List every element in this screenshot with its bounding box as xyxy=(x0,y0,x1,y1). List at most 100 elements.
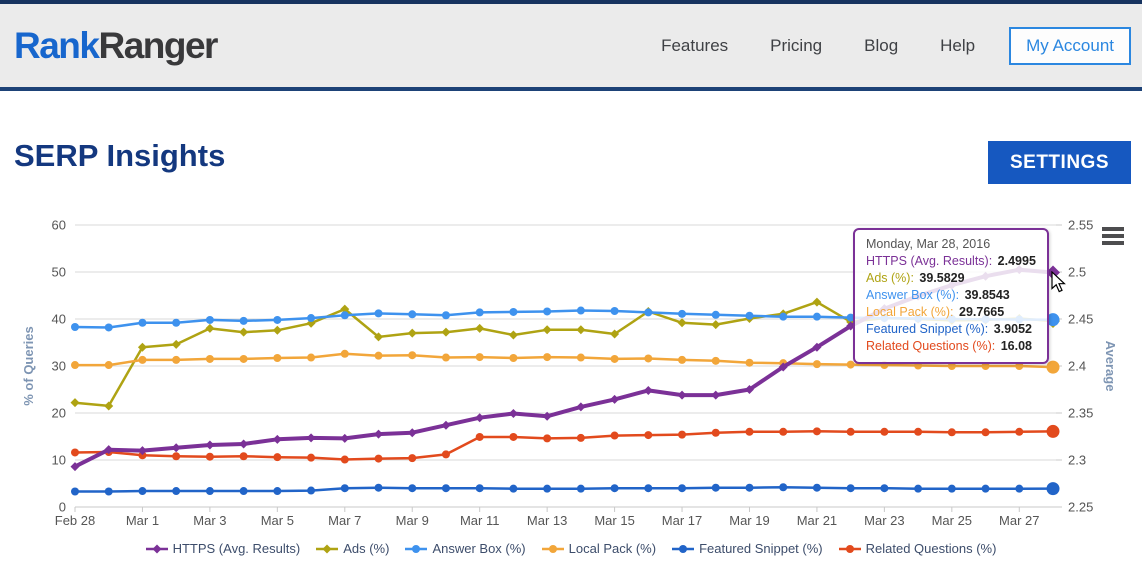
data-point[interactable] xyxy=(374,332,384,342)
data-point[interactable] xyxy=(981,362,990,370)
data-point[interactable] xyxy=(307,314,316,323)
data-point[interactable] xyxy=(711,428,720,437)
data-point[interactable] xyxy=(205,323,215,333)
nav-link-help[interactable]: Help xyxy=(940,35,976,55)
data-point[interactable] xyxy=(104,445,114,455)
data-point[interactable] xyxy=(441,353,450,362)
data-point[interactable] xyxy=(239,439,249,449)
data-point[interactable] xyxy=(678,484,687,493)
data-point[interactable] xyxy=(981,428,990,437)
data-point[interactable] xyxy=(340,311,349,320)
data-point[interactable] xyxy=(576,306,585,315)
data-point[interactable] xyxy=(576,433,585,442)
data-point[interactable] xyxy=(812,312,821,321)
data-point[interactable] xyxy=(745,483,754,492)
data-point[interactable] xyxy=(171,443,181,453)
data-point[interactable] xyxy=(407,428,417,438)
data-point[interactable] xyxy=(273,354,282,363)
data-point[interactable] xyxy=(104,487,113,496)
data-point[interactable] xyxy=(138,451,147,460)
legend-item-featured-snippet[interactable]: Featured Snippet (%) xyxy=(672,541,823,556)
series-related-questions[interactable] xyxy=(71,424,1060,464)
data-point[interactable] xyxy=(543,484,552,493)
data-point[interactable] xyxy=(70,462,80,472)
data-point[interactable] xyxy=(745,427,754,436)
data-point[interactable] xyxy=(610,431,619,440)
data-point[interactable] xyxy=(441,484,450,493)
nav-link-blog[interactable]: Blog xyxy=(864,35,899,55)
legend-item-local-pack[interactable]: Local Pack (%) xyxy=(541,541,656,556)
data-point[interactable] xyxy=(846,321,856,331)
data-point[interactable] xyxy=(408,351,417,360)
data-point[interactable] xyxy=(374,429,384,439)
data-point[interactable] xyxy=(239,327,249,337)
data-point[interactable] xyxy=(205,315,214,324)
data-point[interactable] xyxy=(307,353,316,362)
data-point[interactable] xyxy=(1046,482,1060,496)
data-point[interactable] xyxy=(205,487,214,496)
data-point[interactable] xyxy=(812,342,822,352)
data-point[interactable] xyxy=(475,484,484,493)
data-point[interactable] xyxy=(273,487,282,496)
data-point[interactable] xyxy=(104,323,113,332)
data-point[interactable] xyxy=(272,434,282,444)
logo[interactable]: RankRanger xyxy=(14,27,218,64)
data-point[interactable] xyxy=(273,315,282,324)
series-featured-snippet[interactable] xyxy=(71,482,1060,496)
data-point[interactable] xyxy=(677,318,687,328)
data-point[interactable] xyxy=(205,440,215,450)
data-point[interactable] xyxy=(812,427,821,436)
data-point[interactable] xyxy=(340,349,349,358)
data-point[interactable] xyxy=(172,318,181,327)
data-point[interactable] xyxy=(171,339,181,349)
data-point[interactable] xyxy=(711,310,720,319)
data-point[interactable] xyxy=(441,327,451,337)
data-point[interactable] xyxy=(543,307,552,316)
data-point[interactable] xyxy=(610,329,620,339)
data-point[interactable] xyxy=(812,483,821,492)
data-point[interactable] xyxy=(576,353,585,362)
legend-item-ads[interactable]: Ads (%) xyxy=(316,541,389,556)
chart-menu-icon[interactable] xyxy=(1102,227,1124,248)
data-point[interactable] xyxy=(307,486,316,495)
data-point[interactable] xyxy=(137,342,147,352)
data-point[interactable] xyxy=(374,351,383,360)
data-point[interactable] xyxy=(542,325,552,335)
data-point[interactable] xyxy=(779,427,788,436)
data-point[interactable] xyxy=(172,452,181,461)
data-point[interactable] xyxy=(678,430,687,439)
data-point[interactable] xyxy=(509,432,518,441)
data-point[interactable] xyxy=(408,310,417,319)
data-point[interactable] xyxy=(678,355,687,364)
data-point[interactable] xyxy=(273,453,282,462)
data-point[interactable] xyxy=(239,452,248,461)
legend-item-answer-box[interactable]: Answer Box (%) xyxy=(405,541,526,556)
data-point[interactable] xyxy=(172,487,181,496)
data-point[interactable] xyxy=(475,432,484,441)
data-point[interactable] xyxy=(374,483,383,492)
nav-link-pricing[interactable]: Pricing xyxy=(770,35,823,55)
data-point[interactable] xyxy=(441,311,450,320)
data-point[interactable] xyxy=(508,408,518,418)
data-point[interactable] xyxy=(610,394,620,404)
data-point[interactable] xyxy=(914,484,923,493)
data-point[interactable] xyxy=(644,484,653,493)
data-point[interactable] xyxy=(475,353,484,362)
data-point[interactable] xyxy=(644,308,653,317)
data-point[interactable] xyxy=(947,428,956,437)
data-point[interactable] xyxy=(239,316,248,325)
data-point[interactable] xyxy=(340,433,350,443)
data-point[interactable] xyxy=(408,454,417,463)
data-point[interactable] xyxy=(374,454,383,463)
data-point[interactable] xyxy=(576,484,585,493)
data-point[interactable] xyxy=(610,484,619,493)
data-point[interactable] xyxy=(1015,427,1024,436)
data-point[interactable] xyxy=(576,402,586,412)
data-point[interactable] xyxy=(70,398,80,408)
data-point[interactable] xyxy=(104,401,114,411)
data-point[interactable] xyxy=(711,356,720,365)
data-point[interactable] xyxy=(744,385,754,394)
data-point[interactable] xyxy=(880,427,889,436)
data-point[interactable] xyxy=(475,323,485,333)
data-point[interactable] xyxy=(138,318,147,327)
